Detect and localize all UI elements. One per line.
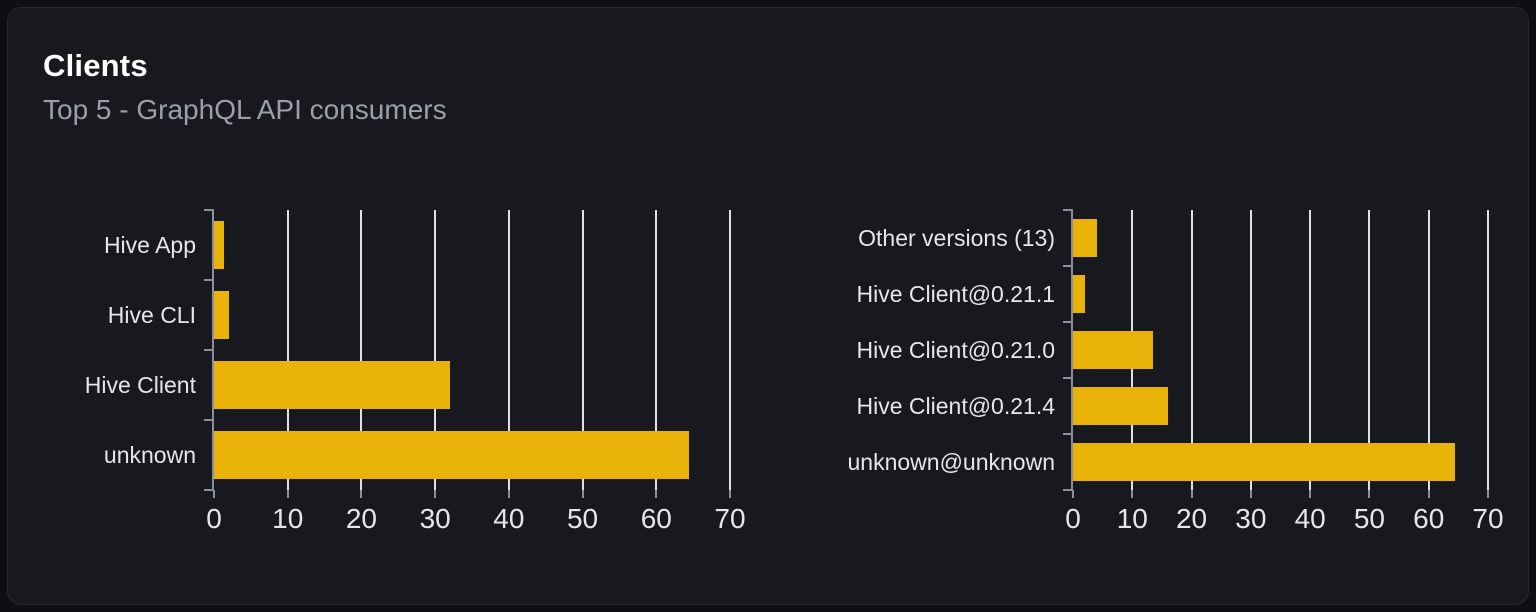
gridline xyxy=(729,210,731,490)
panel-subtitle: Top 5 - GraphQL API consumers xyxy=(43,94,447,125)
x-axis-tick xyxy=(434,490,437,498)
gridline xyxy=(286,210,289,490)
clients-panel: Clients Top 5 - GraphQL API consumers 0 1… xyxy=(7,7,1529,605)
x-axis-tick xyxy=(507,490,510,498)
category-label: unknown xyxy=(103,442,196,468)
x-axis-tick xyxy=(1131,490,1134,498)
y-axis-tick xyxy=(1063,433,1071,435)
x-axis-tick-label: 20 xyxy=(1175,503,1208,534)
x-axis-tick-label: 0 xyxy=(1065,503,1081,534)
category-label: unknown@unknown xyxy=(847,449,1055,475)
gridline xyxy=(507,210,510,490)
bar[interactable] xyxy=(1073,331,1154,369)
bar[interactable] xyxy=(1073,443,1456,481)
x-axis-tick xyxy=(1487,490,1489,498)
gridline xyxy=(581,210,584,490)
clients-by-version-chart: 0 10 20 30 40 50 60 70 Other versions (13) Hive C… xyxy=(848,209,1504,534)
x-axis-tick-label: 60 xyxy=(1413,503,1445,534)
x-axis-tick-label: 40 xyxy=(493,503,525,534)
bar[interactable] xyxy=(1073,275,1085,313)
x-axis-tick-label: 10 xyxy=(272,503,304,534)
y-axis-tick xyxy=(204,489,212,491)
bar[interactable] xyxy=(214,221,225,269)
panel-title: Clients xyxy=(43,48,148,83)
y-axis-tick xyxy=(204,419,212,421)
x-axis-tick-label: 30 xyxy=(1235,503,1267,534)
panel-header: Clients Top 5 - GraphQL API consumers xyxy=(43,48,447,127)
x-axis-tick-label: 40 xyxy=(1294,503,1326,534)
bar[interactable] xyxy=(214,361,450,409)
bar[interactable] xyxy=(214,291,229,339)
gridline xyxy=(655,210,658,490)
category-label: Hive CLI xyxy=(107,302,196,328)
y-axis-tick xyxy=(1063,489,1071,491)
y-axis-line xyxy=(1071,209,1073,491)
x-axis-tick xyxy=(360,490,363,498)
y-axis-tick xyxy=(1063,209,1071,211)
x-axis-tick-label: 30 xyxy=(419,503,451,534)
category-label: Hive Client xyxy=(84,372,196,398)
x-axis-tick xyxy=(1427,490,1430,498)
y-axis-tick xyxy=(204,209,212,211)
category-label: Hive Client@0.21.4 xyxy=(856,393,1056,419)
y-axis-tick xyxy=(204,349,212,351)
x-axis-tick-label: 50 xyxy=(566,503,599,534)
y-axis-tick xyxy=(1063,321,1071,323)
y-axis-tick xyxy=(204,279,212,281)
x-axis-tick-label: 70 xyxy=(1472,503,1504,534)
category-label: Other versions (13) xyxy=(858,225,1055,251)
x-axis-tick-label: 10 xyxy=(1116,503,1148,534)
bar[interactable] xyxy=(1073,219,1097,257)
x-axis-tick xyxy=(1072,490,1074,498)
x-axis-tick xyxy=(729,490,731,498)
gridline xyxy=(1309,210,1312,490)
x-axis-tick xyxy=(1368,490,1371,498)
x-axis-tick-label: 0 xyxy=(206,503,222,534)
category-label: Hive Client@0.21.0 xyxy=(856,337,1056,363)
clients-by-name-chart: 0 10 20 30 40 50 60 70 Hive App Hive CLI Hive Clie… xyxy=(85,209,746,534)
gridline xyxy=(1487,210,1489,490)
gridline xyxy=(434,210,437,490)
x-axis-tick xyxy=(286,490,289,498)
x-axis-tick xyxy=(655,490,658,498)
x-axis-tick xyxy=(581,490,584,498)
category-label: Hive App xyxy=(103,232,196,258)
x-axis-tick xyxy=(1309,490,1312,498)
x-axis-tick-label: 50 xyxy=(1353,503,1385,534)
y-axis-tick xyxy=(1063,377,1071,379)
x-axis-tick xyxy=(1190,490,1193,498)
x-axis-tick xyxy=(1249,490,1252,498)
y-axis-line xyxy=(212,209,214,491)
gridline xyxy=(1427,210,1430,490)
x-axis-tick-label: 70 xyxy=(714,503,746,534)
bar[interactable] xyxy=(1073,387,1168,425)
category-label: Hive Client@0.21.1 xyxy=(856,281,1056,307)
x-axis-tick xyxy=(213,490,215,498)
x-axis-tick-label: 60 xyxy=(640,503,672,534)
x-axis-tick-label: 20 xyxy=(345,503,377,534)
gridline xyxy=(1190,210,1193,490)
gridline xyxy=(1368,210,1371,490)
gridline xyxy=(360,210,363,490)
gridline xyxy=(1249,210,1252,490)
bar[interactable] xyxy=(214,431,690,479)
y-axis-tick xyxy=(1063,265,1071,267)
